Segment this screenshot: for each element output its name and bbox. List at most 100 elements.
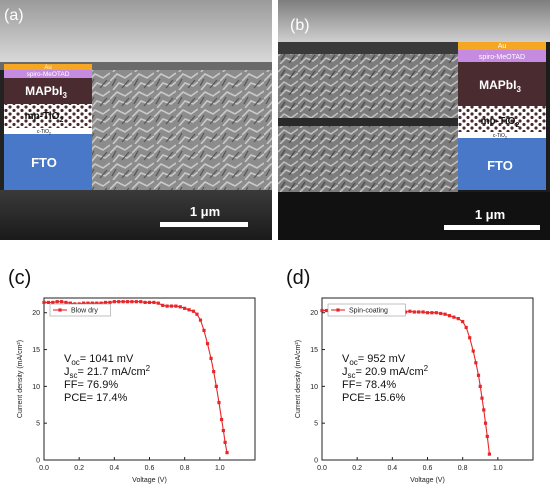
svg-text:c-TiO2: c-TiO2 xyxy=(37,129,52,136)
annotation-value: = 76.9% xyxy=(77,379,118,391)
scale-bar-b xyxy=(444,225,540,230)
svg-text:MAPbI3: MAPbI3 xyxy=(25,84,67,100)
scale-bar-a xyxy=(160,222,248,227)
x-tick-label: 0.6 xyxy=(423,465,433,472)
data-point xyxy=(103,300,108,305)
y-tick-label: 10 xyxy=(310,384,318,391)
y-tick-label: 15 xyxy=(32,347,40,354)
data-point xyxy=(439,311,443,316)
data-point xyxy=(130,300,134,304)
data-point xyxy=(68,301,72,305)
x-tick-label: 0.4 xyxy=(387,465,397,472)
annotation-value: = 21.7 mA/cm xyxy=(78,366,146,378)
x-tick-label: 0.0 xyxy=(39,465,49,472)
svg-text:mp-TiO2: mp-TiO2 xyxy=(481,116,520,129)
panel-label: (d) xyxy=(286,267,310,289)
annotation-text: FF= 78.4% xyxy=(342,379,396,391)
svg-text:c-TiO2: c-TiO2 xyxy=(493,133,508,140)
annotation-sub: sc xyxy=(70,371,78,380)
y-tick-label: 5 xyxy=(36,421,40,428)
legend-box xyxy=(327,303,406,317)
data-point xyxy=(443,312,447,316)
data-point xyxy=(209,356,213,360)
panel-label-a: (a) xyxy=(4,7,24,24)
data-point xyxy=(156,301,160,305)
annotation-value: = 78.4% xyxy=(355,379,396,391)
annotation-value: = 15.6% xyxy=(365,392,406,404)
layer-fto-a: FTO xyxy=(31,155,57,170)
data-point xyxy=(408,309,412,313)
svg-text:MAPbI3: MAPbI3 xyxy=(479,78,521,94)
data-point xyxy=(214,384,218,388)
data-point xyxy=(95,301,99,305)
annotation-name: FF xyxy=(342,379,356,391)
data-point xyxy=(485,434,489,439)
sem-image-a: (a) Au spiro-MeOTAD MAPbI3 mp-TiO2 c-TiO… xyxy=(0,0,272,240)
data-point xyxy=(219,417,224,422)
annotation-name: PCE xyxy=(342,392,365,404)
data-point xyxy=(165,304,169,308)
annotation-value: = 1041 mV xyxy=(80,353,134,365)
data-point xyxy=(108,300,112,305)
y-tick-label: 0 xyxy=(314,458,318,465)
scale-text-a: 1 μm xyxy=(190,204,220,219)
data-point xyxy=(59,300,64,304)
annotation-sub: oc xyxy=(71,358,79,367)
y-axis-label: Current density (mA/cm²) xyxy=(295,340,302,418)
legend-label: Blow dry xyxy=(71,308,98,315)
data-point xyxy=(86,301,90,305)
layer-mptio-b: mp-TiO xyxy=(481,116,516,127)
layer-mptio-a: mp-TiO xyxy=(25,111,60,122)
data-point xyxy=(212,370,216,374)
data-point xyxy=(191,309,196,313)
data-point xyxy=(174,304,178,308)
data-point xyxy=(147,300,152,305)
data-point xyxy=(483,421,488,425)
scale-text-b: 1 μm xyxy=(475,207,505,222)
annotation-value: = 952 mV xyxy=(358,353,406,365)
panel-label: (c) xyxy=(8,267,31,289)
layer-spiro-b: spiro-MeOTAD xyxy=(479,54,525,61)
data-point xyxy=(223,440,227,444)
data-point xyxy=(225,451,229,455)
data-point xyxy=(221,428,225,433)
annotation-text: Jsc= 21.7 mA/cm2 xyxy=(64,364,151,380)
data-point xyxy=(46,300,50,305)
annotation-sub: oc xyxy=(349,358,357,367)
x-axis-label: Voltage (V) xyxy=(410,477,445,484)
x-tick-label: 0.6 xyxy=(145,465,155,472)
annotation-value: = 17.4% xyxy=(87,392,128,404)
layer-mapbi-b: MAPbI xyxy=(479,78,516,92)
y-tick-label: 10 xyxy=(32,384,40,391)
data-point xyxy=(412,310,416,314)
jv-chart-c: (c) 0.0 0.2 0.4 0.6 0.8 1.0 0 5 10 15 20 Voltage (V)… xyxy=(8,267,256,484)
data-point xyxy=(425,311,430,315)
annotation-name: PCE xyxy=(64,392,87,404)
annotation-name: J xyxy=(64,366,70,378)
data-point xyxy=(434,311,438,315)
data-point xyxy=(161,303,165,307)
x-tick-label: 0.8 xyxy=(180,465,190,472)
data-point xyxy=(468,336,472,340)
data-point xyxy=(476,373,481,377)
data-point xyxy=(464,325,468,330)
layer-au-b: Au xyxy=(498,43,507,50)
data-point xyxy=(474,361,478,365)
data-point xyxy=(55,300,59,304)
panel-label-b: (b) xyxy=(290,17,310,34)
data-point xyxy=(139,300,143,304)
annotation-text: PCE= 15.6% xyxy=(342,392,406,404)
data-point xyxy=(64,300,68,305)
x-tick-label: 1.0 xyxy=(215,465,225,472)
layer-ctio-b: c-TiO xyxy=(493,133,505,139)
data-point xyxy=(456,317,460,321)
data-point xyxy=(121,300,125,304)
jv-chart-d: (d) 0.0 0.2 0.4 0.6 0.8 1.0 0 5 10 15 20 Voltage (V)… xyxy=(286,267,534,484)
data-point xyxy=(421,310,425,314)
data-point xyxy=(480,396,484,400)
data-point xyxy=(482,408,486,412)
data-point xyxy=(99,301,103,305)
layer-au-a: Au xyxy=(44,65,51,71)
legend-marker xyxy=(58,308,62,312)
data-point xyxy=(217,400,221,405)
